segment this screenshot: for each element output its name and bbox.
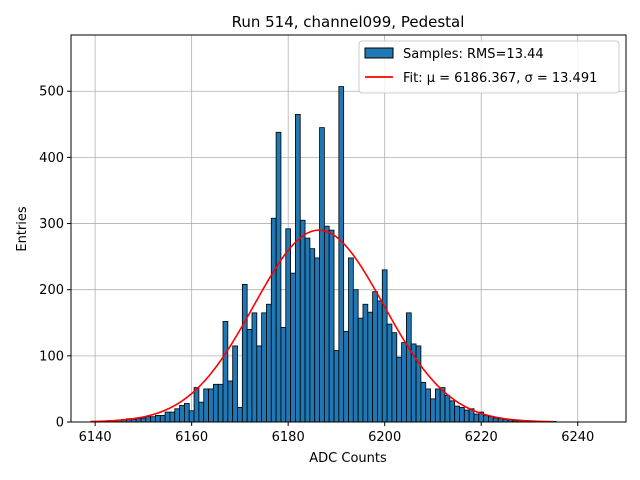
histogram-bar — [295, 113, 301, 423]
histogram-bar — [169, 411, 176, 423]
histogram-bar — [208, 388, 214, 423]
histogram-bar — [348, 257, 354, 423]
x-axis-label: ADC Counts — [309, 451, 387, 466]
histogram-bar — [323, 225, 330, 423]
histogram-bar — [290, 272, 296, 423]
histogram-bar — [232, 345, 238, 423]
histogram-bar — [217, 383, 224, 423]
histogram-bar — [352, 289, 359, 423]
histogram-bar — [188, 410, 195, 423]
histogram-bar — [174, 408, 180, 423]
legend-box — [358, 40, 620, 94]
histogram-bar — [280, 326, 287, 423]
plot-frame — [70, 34, 627, 423]
histogram-bar — [434, 388, 441, 423]
legend: Samples: RMS=13.44 Fit: μ = 6186.367, σ … — [358, 40, 620, 94]
y-axis-label: Entries — [15, 206, 30, 252]
histogram-bar — [415, 345, 422, 423]
y-tick-label: 200 — [39, 283, 64, 298]
histogram-bar — [140, 417, 147, 423]
histogram-bar — [367, 311, 374, 423]
histogram-bar — [251, 312, 258, 423]
histogram-bar — [362, 303, 369, 423]
histogram-bar — [319, 127, 325, 423]
histogram-bar — [159, 414, 166, 423]
histogram-bar — [459, 407, 465, 423]
histogram-bar — [381, 269, 388, 423]
legend-swatch-samples — [364, 47, 394, 59]
histogram-bar — [304, 237, 311, 423]
histogram-bar — [237, 407, 243, 423]
histogram-bar — [261, 312, 267, 423]
histogram-bar — [222, 321, 229, 423]
histogram-bar — [145, 416, 152, 423]
histogram-bar — [357, 317, 364, 423]
y-tick-label: 400 — [39, 151, 64, 166]
histogram-bar — [420, 381, 427, 423]
histogram-bar — [430, 398, 436, 423]
histogram-bar — [193, 387, 200, 423]
y-tick-label: 0 — [56, 416, 64, 431]
histogram-bar — [343, 330, 349, 423]
histogram-bar — [150, 416, 156, 423]
histogram-bar — [203, 388, 209, 423]
histogram-bar — [483, 414, 489, 423]
histogram-bar — [314, 257, 320, 423]
histogram-bar — [299, 219, 306, 423]
y-tick-label: 100 — [39, 349, 64, 364]
histogram-bar — [377, 300, 383, 423]
x-tick-label: 6220 — [465, 430, 498, 445]
histogram-bar — [425, 388, 431, 423]
y-axis-ticks: 0 100 200 300 400 500 — [39, 85, 71, 431]
gaussian-fit-line — [90, 229, 554, 423]
histogram-bar — [333, 350, 340, 423]
chart-title: Run 514, channel099, Pedestal — [232, 13, 465, 31]
histogram-bar — [266, 303, 272, 423]
x-tick-label: 6200 — [368, 430, 401, 445]
histogram-bar — [256, 345, 263, 423]
y-tick-label: 500 — [39, 85, 64, 100]
histogram-bar — [227, 380, 234, 423]
histogram-bar — [454, 405, 460, 423]
y-tick-label: 300 — [39, 217, 64, 232]
histogram-bar — [406, 312, 412, 423]
histogram-bar — [372, 291, 378, 423]
histogram-bar — [488, 416, 494, 423]
histogram-bar — [449, 400, 456, 423]
histogram-bar — [212, 383, 219, 423]
histogram-bar — [275, 131, 282, 423]
histogram-bar — [473, 413, 480, 423]
x-tick-label: 6240 — [561, 430, 594, 445]
histogram-bar — [444, 395, 451, 423]
histogram-bar — [179, 405, 185, 423]
legend-label-fit: Fit: μ = 6186.367, σ = 13.491 — [403, 71, 597, 86]
x-axis-ticks: 6140 6160 6180 6200 6220 6240 — [79, 422, 594, 445]
histogram-bar — [246, 328, 253, 423]
x-tick-label: 6180 — [272, 430, 305, 445]
fit-curve-group — [90, 229, 554, 423]
histogram-bar — [285, 228, 291, 423]
histogram-bar — [241, 283, 248, 423]
histogram-bar — [328, 229, 335, 423]
histogram-bar — [155, 414, 161, 423]
legend-label-samples: Samples: RMS=13.44 — [403, 47, 544, 62]
histogram-bar — [164, 411, 171, 423]
histogram-bar — [184, 403, 190, 423]
histogram-bar — [338, 86, 345, 423]
histogram-bar — [198, 401, 205, 423]
x-tick-label: 6160 — [175, 430, 208, 445]
histogram-bar — [309, 248, 316, 423]
histogram-bar — [396, 356, 402, 423]
histogram-bar — [492, 417, 499, 423]
histogram-bar — [463, 409, 470, 423]
histogram-bar — [386, 323, 393, 423]
histogram-bar — [391, 332, 398, 423]
histogram-bar — [401, 342, 407, 423]
histogram-bar — [270, 217, 277, 423]
x-tick-label: 6140 — [79, 430, 112, 445]
